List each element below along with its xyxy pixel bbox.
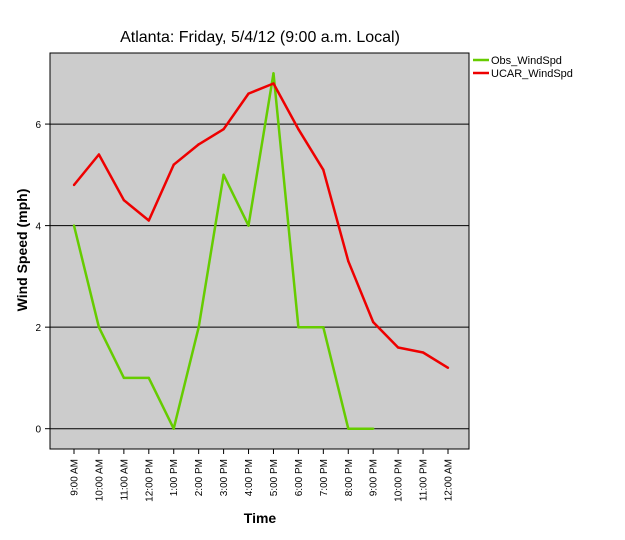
data-point-Obs_WindSpd	[297, 325, 300, 329]
data-point-Obs_WindSpd	[122, 376, 126, 380]
x-tick-label: 12:00 AM	[444, 459, 455, 501]
x-tick-label: 11:00 PM	[419, 459, 430, 501]
data-point-UCAR_WindSpd	[272, 82, 275, 85]
data-point-Obs_WindSpd	[222, 173, 225, 177]
plot-area: 0 2 4 6 9:00 AM 10:00 AM 11:00 AM 12:00 PM 1:00 …	[35, 52, 470, 502]
x-axis-label: Time	[244, 510, 277, 526]
data-point-Obs_WindSpd	[172, 427, 175, 430]
chart-title: Atlanta: Friday, 5/4/12 (9:00 a.m. Local…	[120, 29, 400, 46]
y-tick-label: 0	[35, 425, 41, 436]
x-tick-label: 10:00 AM	[94, 459, 105, 501]
x-tick-label: 10:00 PM	[394, 459, 405, 502]
data-point-UCAR_WindSpd	[372, 320, 375, 324]
data-point-Obs_WindSpd	[272, 72, 275, 75]
x-tick-label: 7:00 PM	[319, 459, 330, 496]
x-tick-label: 5:00 PM	[269, 459, 280, 496]
x-tick-label: 2:00 PM	[194, 459, 205, 496]
x-tick-label: 6:00 PM	[294, 459, 305, 496]
x-tick-label: 12:00 PM	[144, 459, 155, 502]
x-tick-label: 9:00 AM	[70, 459, 81, 496]
x-tick-label: 4:00 PM	[244, 459, 255, 496]
data-point-Obs_WindSpd	[197, 325, 200, 329]
data-point-UCAR_WindSpd	[122, 199, 126, 202]
data-point-Obs_WindSpd	[372, 427, 375, 430]
data-point-UCAR_WindSpd	[147, 219, 150, 222]
legend-label: UCAR_WindSpd	[491, 68, 573, 80]
legend-label: Obs_WindSpd	[491, 55, 562, 67]
plot-background	[49, 52, 470, 450]
data-point-Obs_WindSpd	[322, 325, 325, 329]
data-point-UCAR_WindSpd	[247, 92, 250, 95]
data-point-UCAR_WindSpd	[72, 183, 76, 187]
data-point-UCAR_WindSpd	[421, 351, 425, 354]
x-tick-label: 9:00 PM	[369, 459, 380, 496]
x-tick-label: 11:00 AM	[119, 459, 130, 501]
y-tick-label: 4	[35, 222, 41, 233]
y-tick-label: 2	[35, 323, 41, 334]
data-point-UCAR_WindSpd	[97, 153, 101, 156]
data-point-UCAR_WindSpd	[197, 143, 200, 146]
data-point-Obs_WindSpd	[97, 325, 101, 329]
data-point-UCAR_WindSpd	[446, 366, 450, 369]
data-point-UCAR_WindSpd	[172, 163, 175, 166]
data-point-UCAR_WindSpd	[396, 346, 400, 349]
data-point-Obs_WindSpd	[147, 376, 150, 380]
x-tick-label: 8:00 PM	[344, 459, 355, 496]
x-tick-label: 3:00 PM	[219, 459, 230, 496]
data-point-Obs_WindSpd	[247, 224, 250, 227]
y-axis-label: Wind Speed (mph)	[14, 189, 30, 312]
y-tick-label: 6	[35, 120, 41, 131]
data-point-Obs_WindSpd	[72, 224, 76, 227]
series-line-UCAR_WindSpd	[73, 82, 449, 369]
data-point-UCAR_WindSpd	[297, 127, 300, 131]
x-tick-label: 1:00 PM	[169, 459, 180, 496]
data-point-Obs_WindSpd	[347, 427, 350, 430]
data-point-UCAR_WindSpd	[222, 127, 225, 131]
data-point-UCAR_WindSpd	[322, 168, 325, 171]
data-point-UCAR_WindSpd	[347, 259, 350, 263]
